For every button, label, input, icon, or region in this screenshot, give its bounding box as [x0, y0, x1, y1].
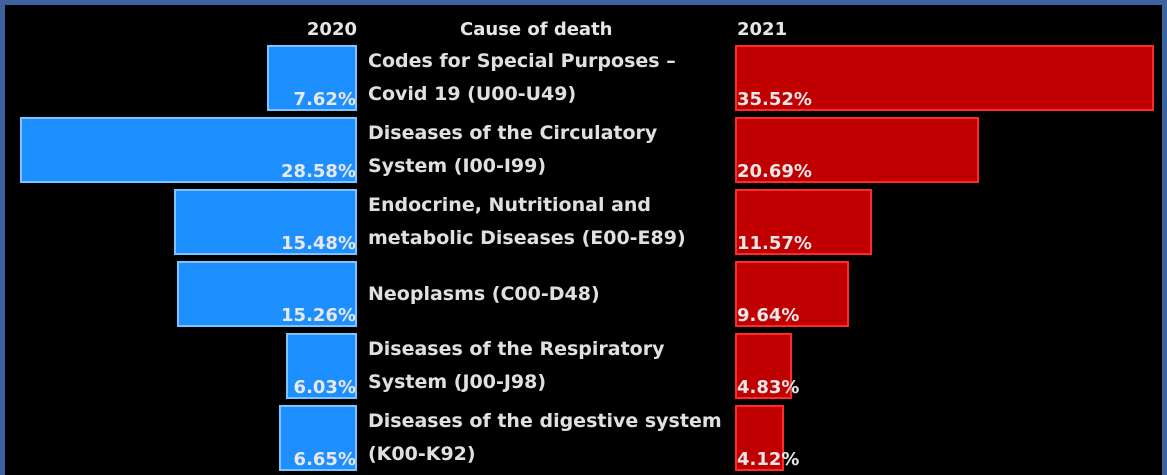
series-header: 2020	[306, 19, 357, 40]
category-label: Codes for Special Purposes – Covid 19 (U…	[368, 50, 676, 105]
category-label: Diseases of the Respiratory System (J00-…	[368, 338, 665, 393]
bar	[174, 189, 357, 255]
value-label: 6.65%	[293, 449, 356, 470]
bar	[735, 117, 980, 183]
bar	[278, 405, 357, 471]
bar	[735, 405, 784, 471]
bar	[735, 45, 1155, 111]
value-label: 4.83%	[737, 377, 800, 398]
value-label: 20.69%	[737, 161, 812, 182]
category-label: Diseases of the Circulatory System (I00-…	[368, 122, 658, 177]
bar	[176, 261, 357, 327]
value-label: 9.64%	[737, 305, 800, 326]
value-label: 28.58%	[281, 161, 356, 182]
value-label: 6.03%	[293, 377, 356, 398]
bar	[735, 189, 872, 255]
value-label: 11.57%	[737, 233, 812, 254]
series-header: 2021	[737, 19, 788, 40]
bar	[267, 45, 357, 111]
value-label: 35.52%	[737, 89, 812, 110]
bar	[735, 333, 792, 399]
bar	[735, 261, 849, 327]
bar	[285, 333, 357, 399]
value-label: 15.48%	[281, 233, 356, 254]
category-header: Cause of death	[460, 19, 613, 40]
category-label: Diseases of the digestive system (K00-K9…	[368, 410, 722, 465]
value-label: 7.62%	[293, 89, 356, 110]
value-label: 15.26%	[281, 305, 356, 326]
value-label: 4.12%	[737, 449, 800, 470]
category-label: Endocrine, Nutritional and metabolic Dis…	[368, 194, 686, 249]
bar	[19, 117, 357, 183]
category-label: Neoplasms (C00-D48)	[368, 282, 600, 305]
